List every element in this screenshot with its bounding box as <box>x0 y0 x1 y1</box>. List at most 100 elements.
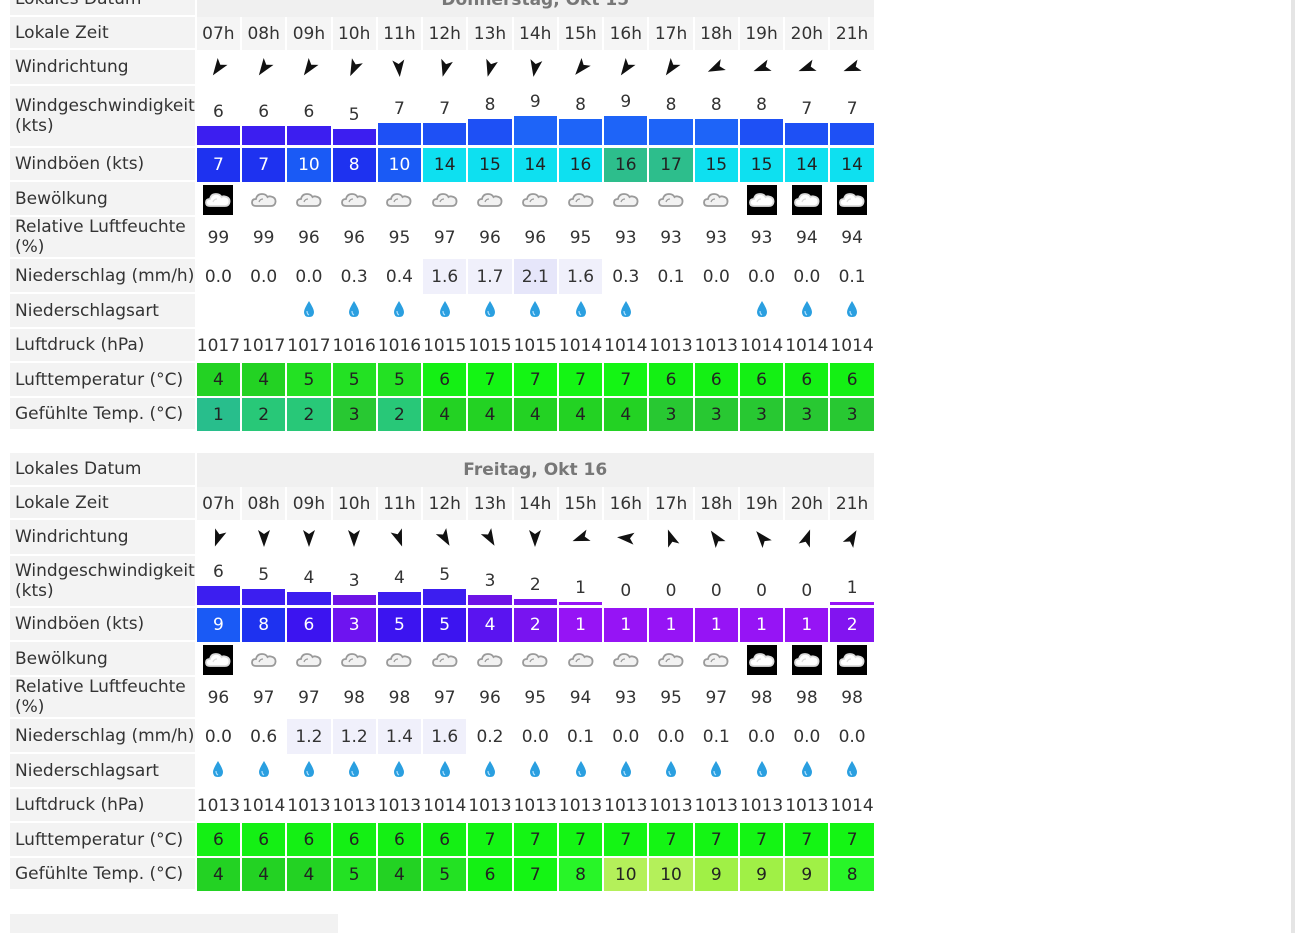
raindrop-icon <box>619 760 633 783</box>
page-scrollbar[interactable] <box>1291 0 1295 933</box>
gust-cell: 7 <box>196 148 241 182</box>
gust-cell: 17 <box>649 148 693 182</box>
temperature-cell: 6 <box>423 823 467 858</box>
raindrop-icon <box>664 760 678 783</box>
wind-speed-value: 2 <box>529 575 541 595</box>
temperature-cell: 6 <box>377 823 422 858</box>
row-label-pressure: Luftdruck (hPa) <box>10 789 195 823</box>
cloud-icon <box>695 642 738 677</box>
raindrop-icon <box>619 300 633 323</box>
wind-speed-value: 0 <box>801 581 813 601</box>
precipitation-cell: 0.3 <box>340 266 368 287</box>
gust-cell: 15 <box>739 148 784 182</box>
row-label-humidity: Relative Luftfeuchte (%) <box>10 677 195 719</box>
wind-speed-cell: 5 <box>242 556 286 608</box>
day-heading: Donnerstag, Okt 15 <box>196 0 874 17</box>
raindrop-icon <box>528 760 542 783</box>
hour-cell: 21h <box>830 487 874 520</box>
wind-speed-cell: 1 <box>830 556 874 608</box>
pressure-cell: 1014 <box>558 336 603 356</box>
wind-speed-cell: 0 <box>785 556 828 608</box>
wind-speed-cell: 3 <box>468 556 512 608</box>
raindrop-icon <box>211 760 225 783</box>
pressure-cell: 1017 <box>242 336 286 356</box>
feels-like-cell: 2 <box>287 398 331 431</box>
precipitation-type-cell <box>423 754 466 789</box>
hour-cell: 11h <box>377 487 422 520</box>
humidity-cell: 96 <box>524 228 547 248</box>
precipitation-type-cell <box>649 754 692 789</box>
wind-speed-cell: 0 <box>604 556 647 608</box>
wind-speed-value: 8 <box>710 95 722 115</box>
feels-like-cell: 3 <box>649 398 693 431</box>
row-label-humidity: Relative Luftfeuchte (%) <box>10 217 195 259</box>
wind-speed-value: 7 <box>439 99 451 119</box>
hour-cell: 12h <box>423 487 467 520</box>
precipitation-cell: 1.6 <box>423 259 467 294</box>
wind-direction-arrow-icon <box>287 520 330 556</box>
pressure-cell: 1016 <box>332 336 376 356</box>
wind-direction-arrow-icon <box>830 50 873 86</box>
gust-cell: 10 <box>377 148 422 182</box>
feels-like-cell: 6 <box>468 858 512 891</box>
humidity-cell: 99 <box>207 228 230 248</box>
temperature-cell: 6 <box>649 363 693 398</box>
precipitation-cell: 1.6 <box>423 719 467 754</box>
precipitation-cell: 0.1 <box>566 726 595 747</box>
wind-speed-cell: 0 <box>740 556 783 608</box>
precipitation-type-cell <box>197 754 240 789</box>
wind-direction-arrow-icon <box>242 50 285 86</box>
cloud-icon <box>785 642 828 677</box>
gust-cell: 6 <box>287 608 331 642</box>
humidity-cell: 98 <box>796 688 818 708</box>
pressure-cell: 1015 <box>468 336 512 356</box>
raindrop-icon <box>574 300 588 323</box>
humidity-cell: 94 <box>569 688 592 708</box>
wind-speed-bar <box>830 602 874 605</box>
precipitation-cell: 0.0 <box>612 726 640 747</box>
wind-direction-arrow-icon <box>649 50 692 86</box>
wind-speed-cell: 1 <box>558 556 603 608</box>
pressure-cell: 1013 <box>785 796 829 816</box>
raindrop-icon <box>257 760 271 783</box>
humidity-cell: 97 <box>252 688 275 708</box>
temperature-cell: 7 <box>513 823 557 858</box>
pressure-cell: 1013 <box>649 796 693 816</box>
wind-speed-bar <box>332 595 376 605</box>
hour-cell: 14h <box>513 17 557 50</box>
precipitation-cell: 0.0 <box>204 726 232 747</box>
temperature-cell: 7 <box>649 823 693 858</box>
raindrop-icon <box>709 760 723 783</box>
wind-speed-value: 8 <box>665 95 677 115</box>
gust-cell: 4 <box>468 608 512 642</box>
hour-cell: 10h <box>332 487 376 520</box>
humidity-cell: 96 <box>207 688 230 708</box>
precipitation-cell: 0.2 <box>476 726 504 747</box>
wind-speed-bar <box>468 119 512 145</box>
wind-direction-arrow-icon <box>740 50 783 86</box>
wind-speed-cell: 2 <box>513 556 557 608</box>
wind-speed-cell: 8 <box>558 86 603 148</box>
wind-speed-cell: 9 <box>513 86 557 148</box>
wind-speed-bar <box>242 589 286 605</box>
humidity-cell: 98 <box>750 688 773 708</box>
pressure-cell: 1013 <box>377 796 422 816</box>
pressure-cell: 1013 <box>196 796 241 816</box>
raindrop-icon <box>392 300 406 323</box>
row-label-wind-speed: Windgeschwindigkeit (kts) <box>10 86 195 148</box>
wind-speed-cell: 7 <box>785 86 829 148</box>
feels-like-cell: 4 <box>242 858 286 891</box>
cloud-icon <box>740 182 783 217</box>
pressure-cell: 1016 <box>377 336 422 356</box>
wind-direction-arrow-icon <box>423 50 466 86</box>
hour-cell: 13h <box>468 17 512 50</box>
hour-cell: 12h <box>423 17 467 50</box>
precipitation-cell: 0.0 <box>748 266 776 287</box>
temperature-cell: 7 <box>830 823 874 858</box>
day-heading: Freitag, Okt 16 <box>196 453 874 487</box>
row-label-pressure: Luftdruck (hPa) <box>10 329 195 363</box>
raindrop-icon <box>528 300 542 323</box>
hour-cell: 14h <box>513 487 557 520</box>
pressure-cell: 1014 <box>604 336 648 356</box>
wind-speed-bar <box>513 116 557 145</box>
